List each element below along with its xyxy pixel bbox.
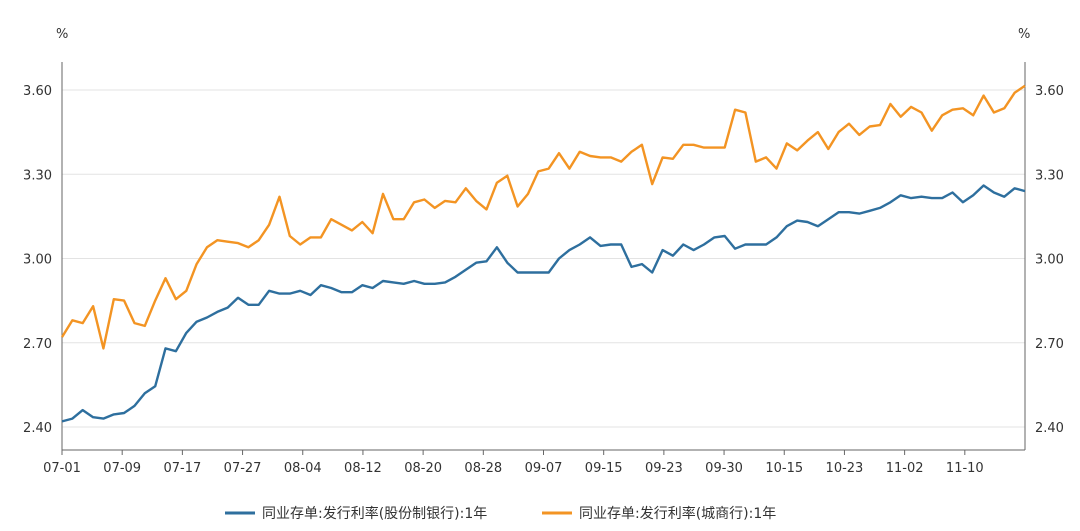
y-tick-label-right: 2.70 [1035, 337, 1064, 352]
legend: 同业存单:发行利率(股份制银行):1年 同业存单:发行利率(城商行):1年 [225, 505, 776, 522]
y-tick-label-right: 2.40 [1035, 421, 1064, 436]
grid-lines [62, 89, 1025, 428]
x-tick-label: 09-15 [585, 461, 623, 476]
legend-label-0: 同业存单:发行利率(股份制银行):1年 [262, 505, 487, 522]
y-tick-label-right: 3.30 [1035, 168, 1064, 183]
series-line-1 [60, 84, 1026, 350]
y-tick-label-right: 3.60 [1035, 84, 1064, 99]
x-tick-label: 08-20 [404, 461, 442, 476]
y-tick-label-left: 3.30 [23, 168, 52, 183]
x-tick-label: 08-04 [284, 461, 322, 476]
series-layer [60, 84, 1026, 423]
x-tick-label: 10-15 [765, 461, 803, 476]
series-line-0 [61, 184, 1026, 423]
y-tick-label-left: 2.70 [23, 337, 52, 352]
y-tick-label-right: 3.00 [1035, 253, 1064, 268]
y-tick-label-left: 3.60 [23, 84, 52, 99]
x-tick-label: 07-01 [43, 461, 81, 476]
x-tick-label: 08-28 [464, 461, 502, 476]
y-tick-label-left: 2.40 [23, 421, 52, 436]
x-tick-label: 09-23 [645, 461, 683, 476]
x-tick-label: 07-17 [163, 461, 201, 476]
y-tick-label-left: 3.00 [23, 253, 52, 268]
x-tick-label: 08-12 [344, 461, 382, 476]
x-tick-label: 07-09 [103, 461, 141, 476]
right-unit-label: % [1018, 27, 1030, 42]
x-tick-label: 11-10 [946, 461, 984, 476]
x-tick-label: 07-27 [224, 461, 262, 476]
x-tick-label: 11-02 [886, 461, 924, 476]
x-tick-label: 09-07 [525, 461, 563, 476]
legend-label-1: 同业存单:发行利率(城商行):1年 [579, 505, 776, 522]
x-tick-label: 09-30 [705, 461, 743, 476]
x-tick-label: 10-23 [826, 461, 864, 476]
axes: 2.40 2.40 2.70 2.70 3.00 3.00 3.30 3.30 3.60 3.60… [23, 62, 1064, 476]
left-unit-label: % [56, 27, 68, 42]
